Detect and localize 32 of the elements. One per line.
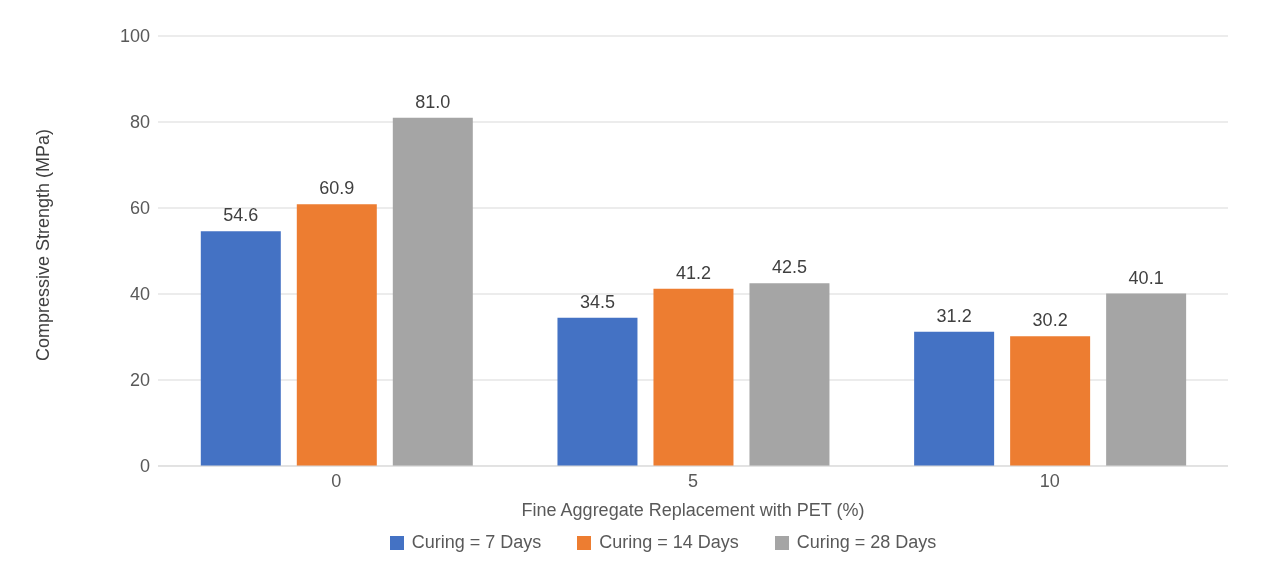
data-label: 42.5 bbox=[771, 257, 807, 278]
legend-label: Curing = 28 Days bbox=[796, 532, 937, 553]
y-tick-label: 80 bbox=[129, 112, 150, 133]
bar bbox=[392, 117, 473, 466]
legend-label: Curing = 7 Days bbox=[411, 532, 542, 553]
data-label: 31.2 bbox=[936, 305, 972, 326]
data-label: 40.1 bbox=[1128, 267, 1164, 288]
data-label: 54.6 bbox=[223, 205, 259, 226]
data-label: 30.2 bbox=[1032, 310, 1068, 331]
x-axis-title: Fine Aggregate Replacement with PET (%) bbox=[521, 500, 865, 520]
y-tick-label: 60 bbox=[129, 198, 150, 219]
bar bbox=[1106, 293, 1187, 466]
bar bbox=[296, 204, 377, 466]
y-tick-label: 100 bbox=[119, 26, 150, 47]
bar bbox=[914, 331, 995, 466]
data-label: 81.0 bbox=[415, 91, 451, 112]
y-tick-label: 40 bbox=[129, 284, 150, 305]
x-tick-label: 0 bbox=[331, 470, 342, 491]
bar bbox=[749, 283, 830, 466]
bar bbox=[557, 317, 638, 466]
legend-label: Curing = 14 Days bbox=[599, 532, 739, 553]
bar bbox=[653, 288, 734, 466]
bar bbox=[1010, 336, 1091, 466]
x-tick-label: 5 bbox=[687, 470, 699, 491]
bar bbox=[200, 231, 281, 466]
data-label: 34.5 bbox=[579, 291, 615, 312]
data-label: 60.9 bbox=[319, 178, 355, 199]
data-label: 41.2 bbox=[675, 262, 711, 283]
y-axis-title: Compressive Strength (MPa) bbox=[33, 128, 54, 361]
y-tick-label: 20 bbox=[129, 370, 150, 391]
x-tick-label: 10 bbox=[1039, 470, 1060, 491]
y-tick-label: 0 bbox=[139, 456, 150, 477]
